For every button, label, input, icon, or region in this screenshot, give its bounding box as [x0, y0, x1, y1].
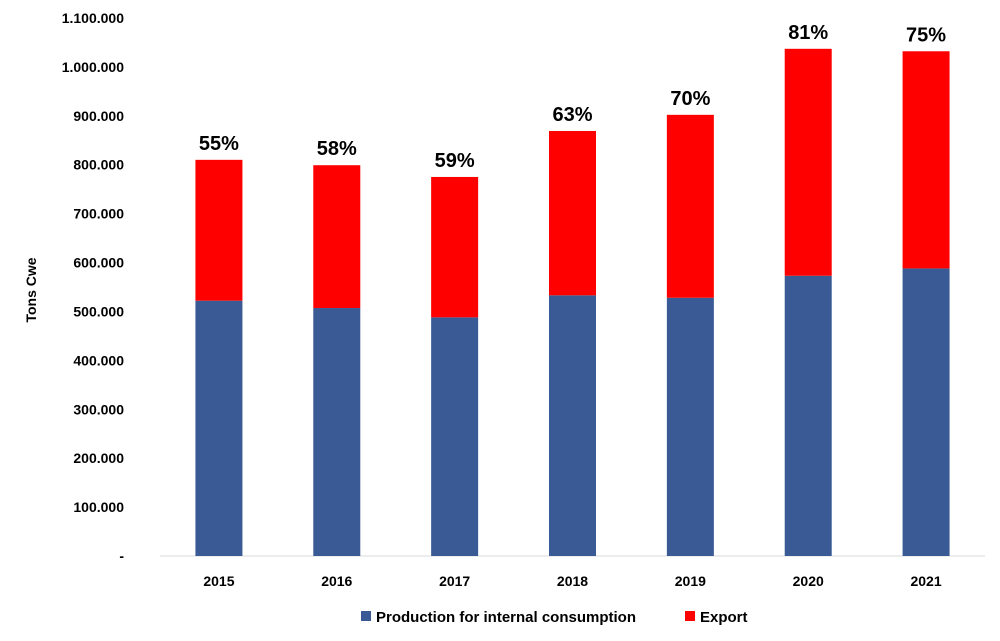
bar-export-2018 — [549, 130, 596, 296]
y-axis-label: Tons Cwe — [23, 257, 39, 322]
legend: Production for internal consumption Expor… — [361, 609, 748, 626]
legend-label: Export — [700, 609, 748, 626]
bar-production-2016 — [313, 308, 361, 556]
bar-label-2020: 81% — [788, 22, 828, 44]
y-tick-label: 700.000 — [73, 206, 124, 222]
bar-label-2021: 75% — [906, 24, 946, 46]
bars — [195, 48, 950, 556]
x-tick-label: 2019 — [675, 573, 706, 589]
bar-production-2018 — [549, 295, 596, 556]
y-tick-label: 300.000 — [73, 401, 124, 417]
legend-swatch — [685, 611, 695, 621]
x-tick-label: 2018 — [557, 573, 588, 589]
bar-production-2020 — [784, 275, 832, 556]
bar-label-2015: 55% — [199, 133, 239, 155]
y-tick-label: 400.000 — [73, 352, 124, 368]
legend-swatch — [361, 611, 371, 621]
bar-export-2016 — [313, 165, 361, 309]
bar-export-2021 — [902, 51, 950, 269]
bar-label-2016: 58% — [317, 138, 357, 160]
bar-production-2015 — [195, 300, 243, 556]
legend-label: Production for internal consumption — [376, 609, 636, 626]
y-tick-label: 600.000 — [73, 255, 124, 271]
bar-label-2019: 70% — [670, 88, 710, 110]
bar-percentage-labels: 55% 58% 59% 63% 70% 81% 75% — [199, 22, 946, 172]
y-tick-label: 1.100.000 — [62, 10, 124, 26]
x-tick-label: 2016 — [321, 573, 352, 589]
bar-production-2017 — [431, 317, 479, 556]
x-axis-ticks: 2015 2016 2017 2018 2019 2020 2021 — [203, 573, 942, 589]
legend-item-export: Export — [685, 609, 748, 626]
y-axis-ticks: - 100.000 200.000 300.000 400.000 500.000 600.… — [62, 10, 125, 564]
bar-label-2018: 63% — [552, 104, 592, 126]
bar-export-2015 — [195, 159, 243, 301]
bar-production-2019 — [666, 297, 714, 556]
y-tick-label: 500.000 — [73, 303, 124, 319]
bar-export-2017 — [431, 176, 479, 318]
y-tick-label: 100.000 — [73, 499, 124, 515]
x-tick-label: 2015 — [203, 573, 234, 589]
bar-label-2017: 59% — [435, 150, 475, 172]
x-tick-label: 2021 — [910, 573, 941, 589]
legend-item-production: Production for internal consumption — [361, 609, 636, 626]
bar-production-2021 — [902, 268, 950, 556]
y-tick-label: 900.000 — [73, 108, 124, 124]
y-tick-label: 800.000 — [73, 157, 124, 173]
y-tick-label: - — [119, 548, 124, 564]
bar-export-2019 — [666, 114, 714, 298]
x-tick-label: 2020 — [793, 573, 824, 589]
y-tick-label: 1.000.000 — [62, 59, 124, 75]
bar-export-2020 — [784, 48, 832, 276]
y-tick-label: 200.000 — [73, 450, 124, 466]
x-tick-label: 2017 — [439, 573, 470, 589]
